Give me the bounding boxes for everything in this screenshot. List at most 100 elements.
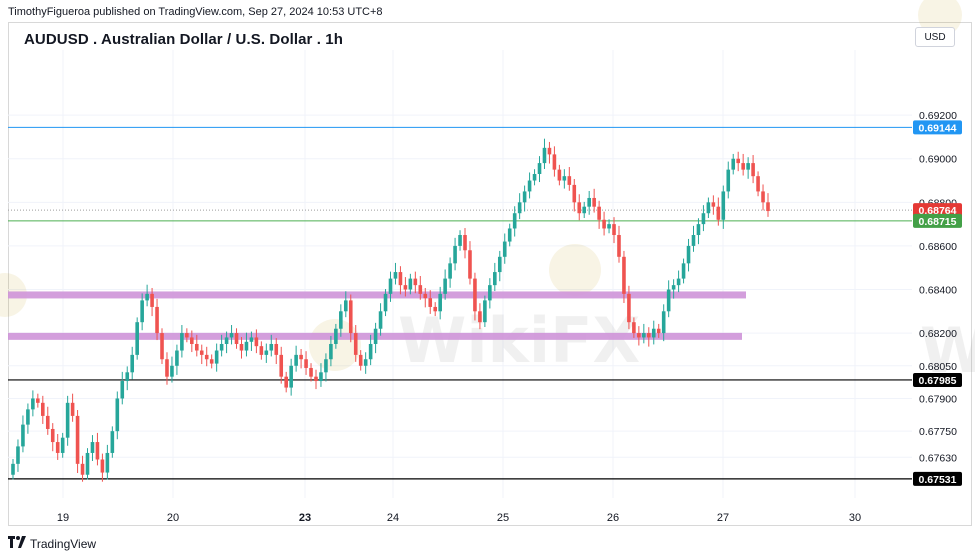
candle	[55, 433, 60, 460]
candle	[160, 328, 164, 365]
candle	[443, 269, 447, 300]
candle	[746, 157, 750, 179]
candle-body	[661, 311, 666, 334]
candle-body	[289, 365, 293, 388]
candle-body	[716, 206, 721, 220]
candle-body	[582, 206, 587, 214]
candle-body	[244, 341, 249, 351]
candle	[214, 343, 219, 372]
candle	[383, 289, 388, 317]
candle	[651, 320, 656, 345]
candle	[329, 335, 333, 367]
candle-body	[274, 343, 279, 355]
y-tick-label: 0.69200	[919, 110, 957, 122]
x-tick-label: 25	[497, 512, 509, 524]
price-label-box	[913, 471, 962, 486]
candle	[661, 304, 666, 342]
candle-body	[110, 431, 115, 453]
candle	[617, 225, 621, 263]
x-tick-label: 27	[717, 512, 729, 524]
y-tick-label: 0.67750	[919, 426, 957, 438]
candle-body	[125, 372, 130, 382]
candle-body	[438, 293, 442, 312]
currency-button[interactable]: USD	[915, 27, 955, 47]
candle	[751, 155, 755, 184]
candle-body	[105, 452, 110, 473]
candle	[259, 341, 264, 360]
candle-body	[309, 367, 313, 377]
candle-body	[622, 256, 626, 294]
candle	[319, 363, 323, 387]
y-tick-label: 0.68200	[919, 328, 957, 340]
candle-body	[448, 263, 452, 279]
candle-body	[175, 350, 179, 366]
candle-body	[612, 224, 616, 236]
price-label: 0.67531	[919, 474, 957, 486]
candle-body	[204, 354, 209, 360]
candle-body	[209, 359, 214, 364]
candle	[766, 193, 770, 217]
candle-body	[75, 415, 80, 464]
candle-body	[617, 235, 621, 257]
candle-body	[736, 158, 740, 164]
candle	[473, 272, 477, 321]
candle	[517, 193, 522, 220]
candle-body	[373, 328, 378, 344]
candle-body	[557, 169, 562, 181]
footer-brand: TradingView	[30, 536, 97, 551]
candle	[180, 325, 184, 358]
candle	[130, 346, 135, 380]
x-tick-label: 19	[57, 512, 69, 524]
candle	[393, 262, 398, 285]
candle	[229, 325, 234, 345]
candle-body	[766, 202, 770, 212]
candle	[686, 238, 691, 272]
candle-body	[642, 333, 646, 338]
candle-body	[497, 256, 502, 273]
published-byline: TimothyFigueroa published on TradingView…	[8, 6, 383, 18]
candle	[537, 156, 542, 183]
candle-body	[433, 306, 438, 312]
candle-body	[711, 202, 716, 207]
candle	[463, 228, 467, 259]
candle	[741, 153, 745, 176]
candle	[656, 323, 661, 338]
candle	[199, 344, 204, 365]
candle	[239, 337, 244, 359]
candle-body	[607, 224, 611, 229]
candle	[696, 218, 701, 245]
candle	[398, 266, 403, 295]
candle-body	[706, 202, 711, 214]
candle-body	[383, 293, 388, 312]
candle	[324, 353, 328, 382]
candle	[632, 317, 636, 338]
candle-body	[602, 219, 606, 229]
candle-body	[468, 250, 472, 279]
candle	[254, 329, 259, 354]
candle-body	[41, 402, 45, 416]
candle-body	[443, 278, 447, 294]
candle	[368, 334, 373, 366]
candle	[135, 317, 139, 360]
candle	[190, 330, 194, 353]
candle	[761, 184, 765, 211]
candle-body	[522, 191, 527, 203]
candle	[204, 346, 209, 367]
candle	[358, 350, 363, 371]
candle	[453, 237, 457, 271]
candle-body	[160, 333, 164, 360]
candles-layer	[11, 138, 770, 482]
candle-body	[746, 163, 750, 170]
candle	[125, 366, 130, 391]
candle-body	[343, 300, 348, 312]
candle	[353, 325, 358, 362]
candle	[622, 250, 626, 304]
chart-frame	[8, 22, 972, 526]
candle	[433, 302, 438, 317]
x-tick-label: 20	[167, 512, 179, 524]
candle	[140, 293, 144, 331]
candle	[637, 326, 641, 346]
candle	[165, 352, 169, 385]
candle-body	[552, 154, 557, 170]
